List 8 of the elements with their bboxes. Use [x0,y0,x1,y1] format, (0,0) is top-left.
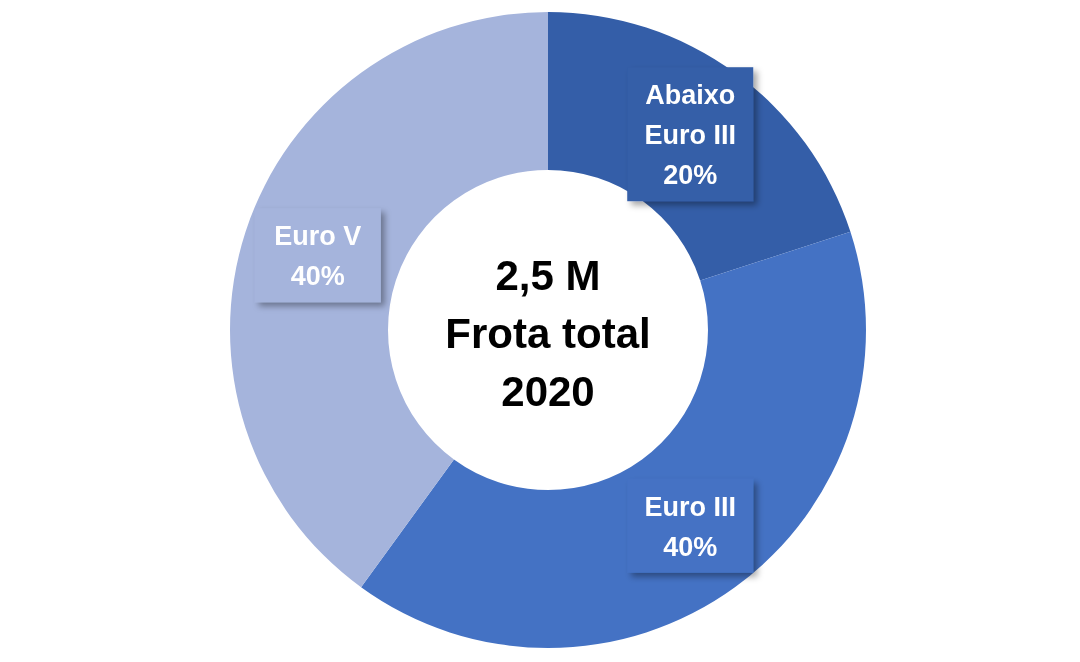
data-label: 20% [663,160,718,191]
text: 2,5 M Frota total 2020 [445,252,651,415]
slice-label: Euro V [274,221,362,252]
data-label: 40% [290,261,345,292]
slice-label: Euro III [644,491,736,522]
slice-label: Abaixo Euro III [644,80,736,151]
data-label: 40% [663,531,718,562]
donut-slice [361,231,866,648]
